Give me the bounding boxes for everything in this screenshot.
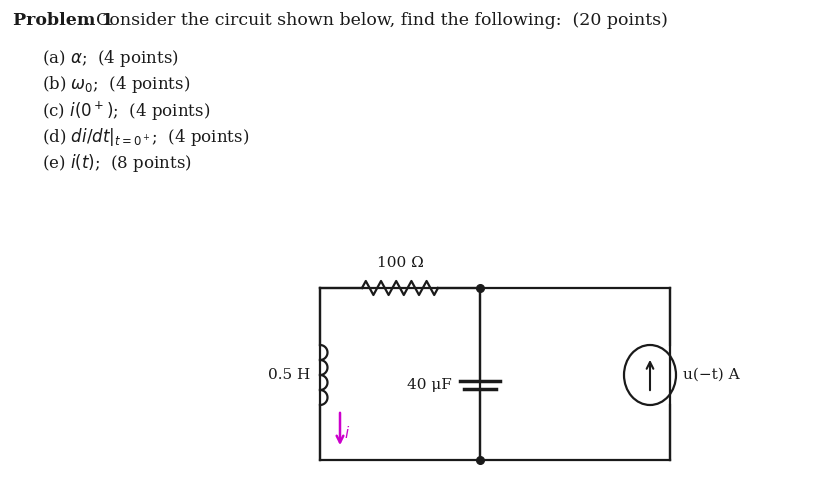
Text: u(−t) A: u(−t) A bbox=[683, 368, 739, 382]
Text: 100 Ω: 100 Ω bbox=[377, 256, 424, 270]
Text: 0.5 H: 0.5 H bbox=[268, 368, 310, 382]
Text: Problem 1: Problem 1 bbox=[13, 12, 113, 29]
Text: $i$: $i$ bbox=[344, 425, 350, 441]
Text: . Consider the circuit shown below, find the following:  (20 points): . Consider the circuit shown below, find… bbox=[85, 12, 667, 29]
Text: (b) $\omega_0$;  (4 points): (b) $\omega_0$; (4 points) bbox=[42, 74, 190, 95]
Text: (e) $i(t)$;  (8 points): (e) $i(t)$; (8 points) bbox=[42, 152, 192, 174]
Text: (a) $\alpha$;  (4 points): (a) $\alpha$; (4 points) bbox=[42, 48, 179, 69]
Text: 40 μF: 40 μF bbox=[407, 378, 452, 392]
Text: (d) $di/dt|_{t=0^+}$;  (4 points): (d) $di/dt|_{t=0^+}$; (4 points) bbox=[42, 126, 249, 148]
Text: (c) $i(0^+)$;  (4 points): (c) $i(0^+)$; (4 points) bbox=[42, 100, 211, 123]
